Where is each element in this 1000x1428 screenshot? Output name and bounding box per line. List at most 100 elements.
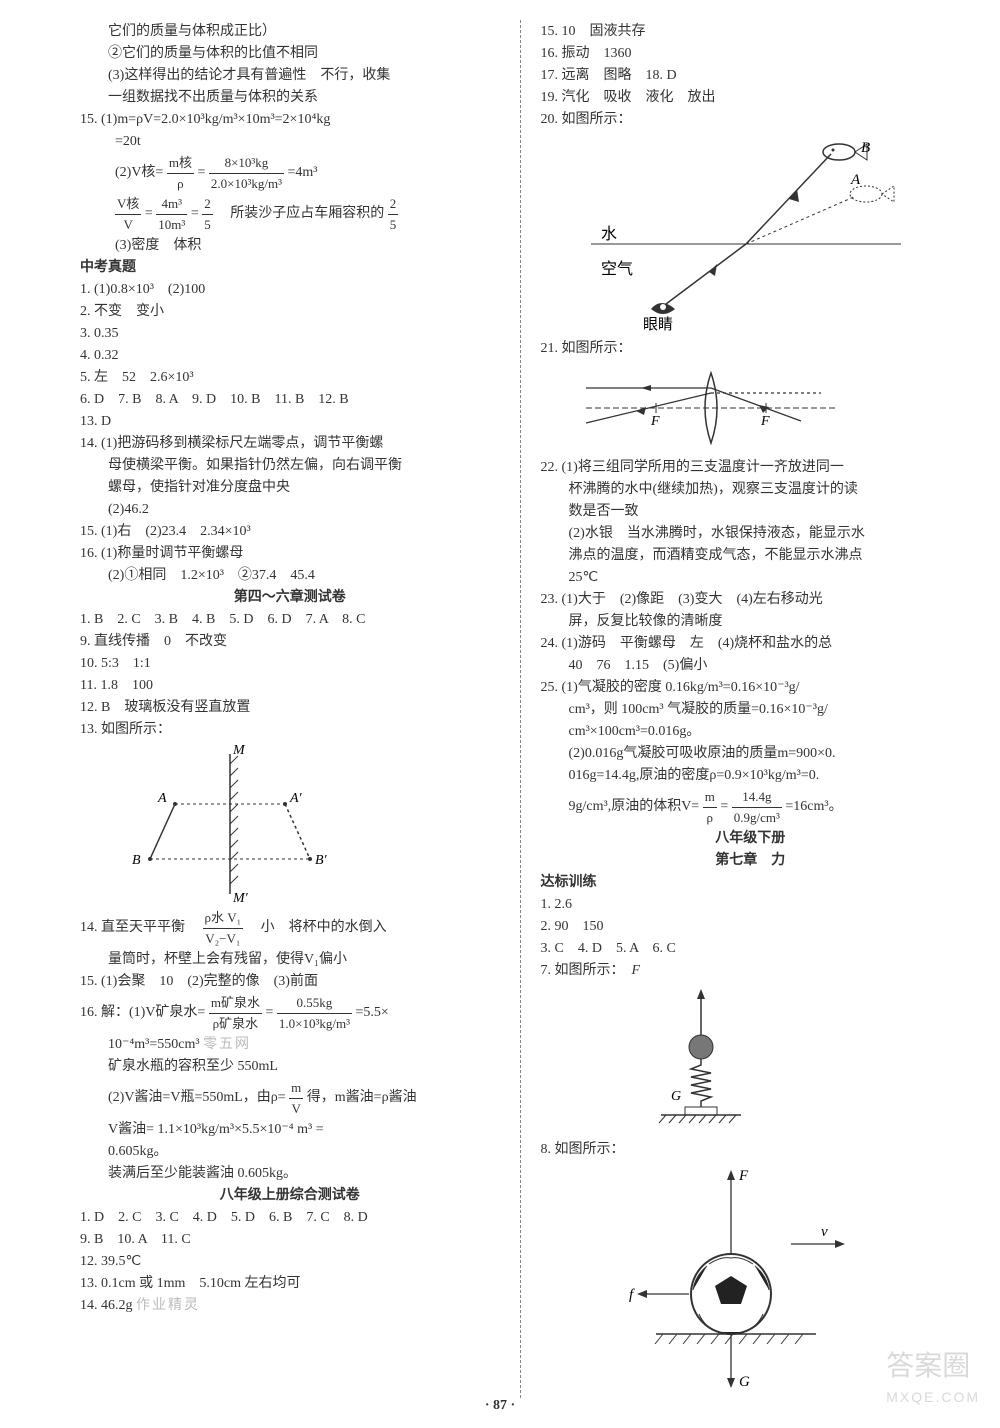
text: 25℃ bbox=[541, 567, 961, 588]
svg-text:F: F bbox=[738, 1168, 749, 1184]
answer: 13. 如图所示： bbox=[80, 719, 500, 740]
svg-text:f: f bbox=[629, 1287, 635, 1303]
answer: 19. 汽化 吸收 液化 放出 bbox=[541, 87, 961, 108]
answer: 1. (1)0.8×10³ (2)100 bbox=[80, 279, 500, 300]
text: 一组数据找不出质量与体积的关系 bbox=[80, 87, 500, 108]
answer: 1. D 2. C 3. C 4. D 5. D 6. B 7. C 8. D bbox=[80, 1207, 500, 1228]
mirror-diagram: M M′ A B A′ B′ bbox=[120, 744, 500, 904]
answer: 14. (1)把游码移到横梁标尺左端零点，调节平衡螺 bbox=[80, 433, 500, 454]
answer: 15. (1)右 (2)23.4 2.34×10³ bbox=[80, 521, 500, 542]
q15-ratio: V核V = 4m³10m³ = 25 所装沙子应占车厢容积的 25 bbox=[80, 194, 500, 234]
answer: 12. B 玻璃板没有竖直放置 bbox=[80, 697, 500, 718]
text: (2)水银 当水沸腾时，水银保持液态，能显示水 bbox=[541, 523, 961, 544]
text: (3)密度 体积 bbox=[80, 235, 500, 256]
answer: 3. 0.35 bbox=[80, 323, 500, 344]
text: 它们的质量与体积成正比） bbox=[80, 21, 500, 42]
lens-diagram: F F bbox=[581, 363, 961, 453]
text: (2)V酱油=V瓶=550mL，由ρ= mV 得，m酱油=ρ酱油 bbox=[80, 1078, 500, 1118]
answer: 24. (1)游码 平衡螺母 左 (4)烧杯和盐水的总 bbox=[541, 633, 961, 654]
text: cm³，则 100cm³ 气凝胶的质量=0.16×10⁻³g/ bbox=[541, 699, 961, 720]
answer: 23. (1)大于 (2)像距 (3)变大 (4)左右移动光 bbox=[541, 589, 961, 610]
text: cm³×100cm³=0.016g。 bbox=[541, 721, 961, 742]
q15-1: 15. (1)m=ρV=2.0×10³kg/m³×10m³=2×10⁴kg bbox=[80, 109, 500, 130]
answer: 螺母，使指针对准分度盘中央 bbox=[80, 477, 500, 498]
answer: (2)46.2 bbox=[80, 499, 500, 520]
svg-text:G: G bbox=[739, 1374, 750, 1390]
spring-diagram: G bbox=[641, 985, 961, 1135]
answer: 2. 90 150 bbox=[541, 916, 961, 937]
svg-text:B: B bbox=[861, 140, 870, 156]
text: 016g=14.4g,原油的密度ρ=0.9×10³kg/m³=0. bbox=[541, 765, 961, 786]
svg-text:M′: M′ bbox=[232, 891, 249, 904]
q14-2: 14. 直至天平平衡 ρ水 V₁V₂−V₁ 小 将杯中的水倒入 bbox=[80, 908, 500, 948]
section-heading: 八年级下册 bbox=[541, 828, 961, 849]
text: =20t bbox=[80, 131, 500, 152]
svg-text:眼睛: 眼睛 bbox=[643, 316, 673, 333]
svg-text:A: A bbox=[157, 791, 167, 806]
text: (3)这样得出的结论才具有普遍性 不行，收集 bbox=[80, 65, 500, 86]
svg-text:B′: B′ bbox=[315, 853, 328, 868]
q15-2: (2)V核= m核ρ = 8×10³kg2.0×10³kg/m³ =4m³ bbox=[80, 153, 500, 193]
svg-text:F: F bbox=[650, 414, 660, 429]
answer: 1. 2.6 bbox=[541, 894, 961, 915]
fish-refraction-diagram: 水 空气 眼睛 B bbox=[581, 134, 961, 334]
svg-text:空气: 空气 bbox=[601, 260, 633, 278]
section-heading: 八年级上册综合测试卷 bbox=[80, 1185, 500, 1206]
text: 10⁻⁴m³=550cm³ 零五网 bbox=[80, 1034, 500, 1055]
q16-sol: 16. 解：(1)V矿泉水= m矿泉水ρ矿泉水 = 0.55kg1.0×10³k… bbox=[80, 993, 500, 1033]
text: 屏，反复比较像的清晰度 bbox=[541, 611, 961, 632]
svg-text:B: B bbox=[132, 853, 141, 868]
answer: 22. (1)将三组同学所用的三支温度计一齐放进同一 bbox=[541, 457, 961, 478]
text: 矿泉水瓶的容积至少 550mL bbox=[80, 1056, 500, 1077]
svg-text:G: G bbox=[671, 1089, 681, 1104]
svg-text:v: v bbox=[821, 1224, 828, 1240]
text: 数是否一致 bbox=[541, 501, 961, 522]
text: 40 76 1.15 (5)偏小 bbox=[541, 655, 961, 676]
answer: 25. (1)气凝胶的密度 0.16kg/m³=0.16×10⁻³g/ bbox=[541, 677, 961, 698]
answer: 母使横梁平衡。如果指针仍然左偏，向右调平衡 bbox=[80, 455, 500, 476]
svg-text:A: A bbox=[850, 172, 861, 188]
svg-text:A′: A′ bbox=[289, 791, 303, 806]
answer: 10. 5:3 1:1 bbox=[80, 653, 500, 674]
answer: 16. 振动 1360 bbox=[541, 43, 961, 64]
text: V酱油= 1.1×10³kg/m³×5.5×10⁻⁴ m³ = bbox=[80, 1119, 500, 1140]
text: (2)0.016g气凝胶可吸收原油的质量m=900×0. bbox=[541, 743, 961, 764]
answer: 21. 如图所示： bbox=[541, 338, 961, 359]
answer: 3. C 4. D 5. A 6. C bbox=[541, 938, 961, 959]
page-number: · 87 · bbox=[0, 1395, 1000, 1416]
section-heading: 第七章 力 bbox=[541, 850, 961, 871]
answer: 5. 左 52 2.6×10³ bbox=[80, 367, 500, 388]
answer: 15. 10 固液共存 bbox=[541, 21, 961, 42]
answer: 6. D 7. B 8. A 9. D 10. B 11. B 12. B bbox=[80, 389, 500, 410]
q25-last: 9g/cm³,原油的体积V= mρ = 14.4g0.9g/cm³ =16cm³… bbox=[541, 787, 961, 827]
text: 0.605kg。 bbox=[80, 1141, 500, 1162]
answer: 13. D bbox=[80, 411, 500, 432]
answer: 1. B 2. C 3. B 4. B 5. D 6. D 7. A 8. C bbox=[80, 609, 500, 630]
answer: (2)①相同 1.2×10³ ②37.4 45.4 bbox=[80, 565, 500, 586]
answer: 9. B 10. A 11. C bbox=[80, 1229, 500, 1250]
answer: 14. 46.2g 作业精灵 bbox=[80, 1295, 500, 1316]
svg-text:M: M bbox=[232, 744, 246, 758]
text: 杯沸腾的水中(继续加热)，观察三支温度计的读 bbox=[541, 479, 961, 500]
section-heading: 中考真题 bbox=[80, 257, 500, 278]
answer: 20. 如图所示： bbox=[541, 109, 961, 130]
section-heading: 第四～六章测试卷 bbox=[80, 587, 500, 608]
text: 沸点的温度，而酒精变成气态，不能显示水沸点 bbox=[541, 545, 961, 566]
text: 量筒时，杯壁上会有残留，使得V₁偏小 bbox=[80, 949, 500, 970]
answer: 16. (1)称量时调节平衡螺母 bbox=[80, 543, 500, 564]
answer: 17. 远离 图略 18. D bbox=[541, 65, 961, 86]
answer: 8. 如图所示： bbox=[541, 1139, 961, 1160]
answer: 2. 不变 变小 bbox=[80, 301, 500, 322]
answer: 11. 1.8 100 bbox=[80, 675, 500, 696]
svg-text:F: F bbox=[760, 414, 770, 429]
answer: 13. 0.1cm 或 1mm 5.10cm 左右均可 bbox=[80, 1273, 500, 1294]
svg-text:水: 水 bbox=[601, 225, 617, 243]
answer: 12. 39.5℃ bbox=[80, 1251, 500, 1272]
answer: 7. 如图所示： F bbox=[541, 960, 961, 981]
text: 装满后至少能装酱油 0.605kg。 bbox=[80, 1163, 500, 1184]
section-heading: 达标训练 bbox=[541, 872, 961, 893]
text: ②它们的质量与体积的比值不相同 bbox=[80, 43, 500, 64]
answer: 15. (1)会聚 10 (2)完整的像 (3)前面 bbox=[80, 971, 500, 992]
answer: 9. 直线传播 0 不改变 bbox=[80, 631, 500, 652]
answer: 4. 0.32 bbox=[80, 345, 500, 366]
